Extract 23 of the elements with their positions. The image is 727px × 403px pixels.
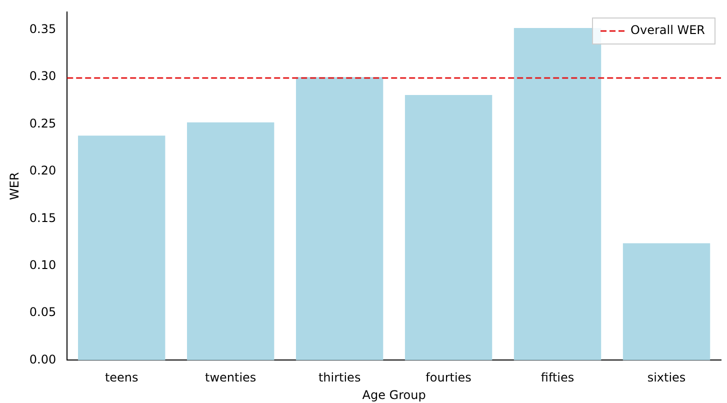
bar xyxy=(622,243,710,360)
y-tick-label: 0.20 xyxy=(29,164,56,178)
x-tick-label: fourties xyxy=(426,370,472,385)
bar xyxy=(514,28,602,360)
y-tick-label: 0.05 xyxy=(29,305,56,320)
bar xyxy=(296,77,384,360)
x-tick-label: sixties xyxy=(647,370,686,385)
y-tick-label: 0.25 xyxy=(29,116,56,130)
x-tick-label: teens xyxy=(104,370,138,385)
y-tick-label: 0.00 xyxy=(29,352,56,366)
bar xyxy=(186,122,274,360)
bar xyxy=(404,95,492,360)
y-tick-label: 0.15 xyxy=(29,210,56,225)
x-tick-label: twenties xyxy=(204,370,256,385)
x-tick-label: thirties xyxy=(318,370,361,385)
y-tick-label: 0.30 xyxy=(29,69,56,84)
y-axis-title: WER xyxy=(7,172,22,200)
y-tick-label: 0.35 xyxy=(29,22,56,36)
x-tick-label: fifties xyxy=(540,370,574,385)
y-tick-label: 0.10 xyxy=(29,258,56,272)
x-axis-title: Age Group xyxy=(362,388,426,402)
bar xyxy=(78,136,166,360)
legend-label: Overall WER xyxy=(630,23,705,38)
